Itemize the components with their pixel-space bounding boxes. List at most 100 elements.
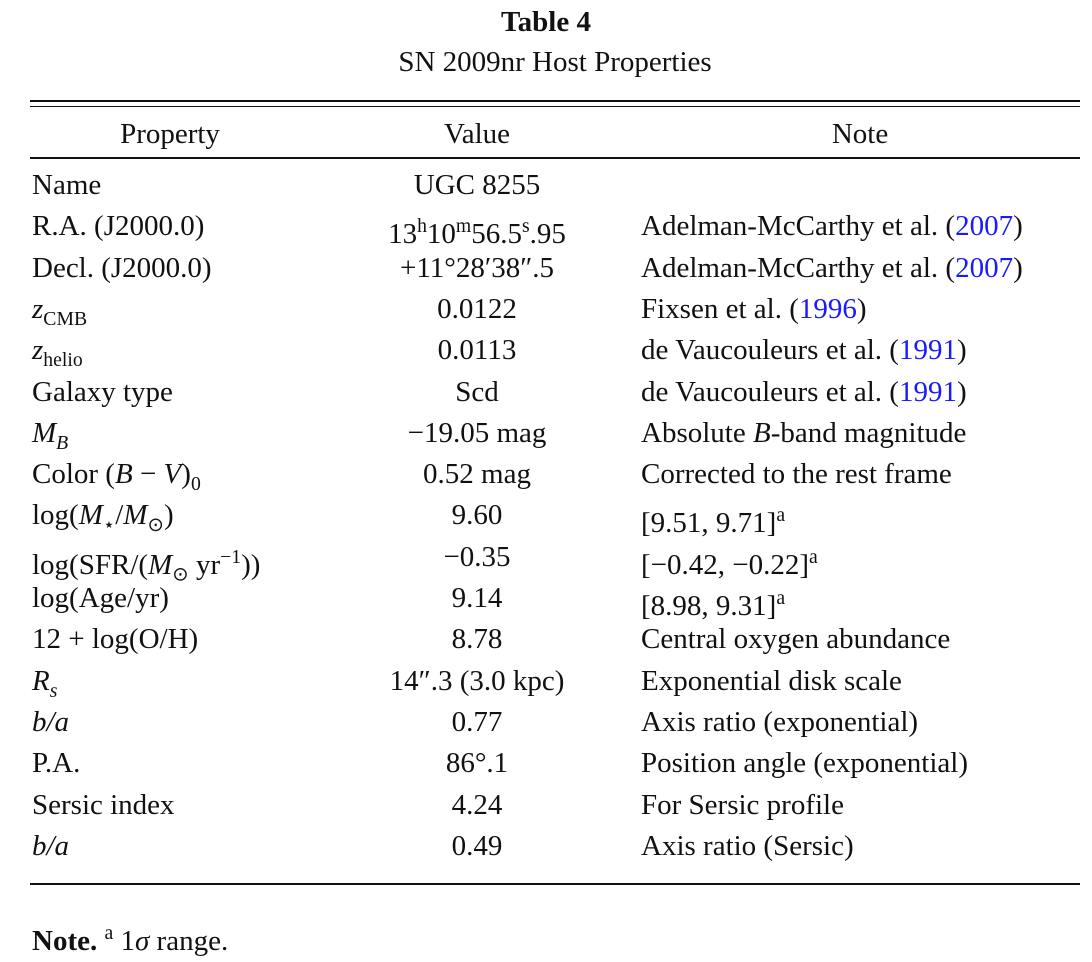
note-cell: Exponential disk scale [641, 664, 902, 697]
value-cell: Scd [455, 375, 499, 408]
table-title: Table 4 [501, 6, 591, 38]
column-header: Value [443, 118, 511, 150]
text-run: ) [181, 458, 191, 491]
text-run: s [522, 215, 530, 238]
text-run: Color ( [32, 458, 115, 491]
text-run: Absolute [641, 416, 753, 449]
text-run: / [115, 499, 124, 532]
note-cell: Adelman-McCarthy et al. (2007) [641, 208, 1023, 244]
text-run: log( [32, 499, 79, 532]
text-run: B [56, 431, 69, 454]
citation-link[interactable]: 1996 [798, 292, 857, 325]
property-cell: Sersic index [32, 788, 175, 821]
text-run: de Vaucouleurs et al. ( [641, 334, 899, 367]
value-cell: 86°.1 [445, 747, 509, 780]
text-run: -band magnitude [770, 416, 967, 449]
citation-link[interactable]: 1991 [898, 375, 957, 408]
property-cell: Color (B − V)0 [32, 456, 201, 502]
text-run: 1 [113, 924, 135, 957]
note-cell: Axis ratio (exponential) [641, 705, 919, 738]
note-cell: de Vaucouleurs et al. (1991) [641, 374, 967, 410]
property-cell: P.A. [32, 747, 81, 780]
note-cell: [8.98, 9.31]a [641, 580, 785, 624]
text-run: σ [134, 924, 150, 957]
note-cell: de Vaucouleurs et al. (1991) [641, 332, 967, 368]
note-cell: Fixsen et al. (1996) [641, 291, 867, 327]
text-run: ⋆ [102, 514, 116, 537]
text-run: helio [43, 349, 83, 372]
property-cell: Name [32, 169, 102, 201]
text-run: M [148, 548, 173, 581]
value-cell: 4.24 [451, 788, 503, 821]
property-cell: MB [32, 415, 68, 461]
note-cell: Adelman-McCarthy et al. (2007) [641, 250, 1023, 286]
property-cell: Decl. (J2000.0) [32, 251, 212, 284]
text-run: ) [163, 499, 174, 532]
table-subtitle: SN 2009nr Host Properties [398, 46, 712, 78]
text-run: de Vaucouleurs et al. ( [641, 375, 899, 408]
property-cell: b/a [32, 828, 69, 864]
value-cell: 0.49 [451, 829, 503, 862]
text-run: m [455, 215, 472, 238]
property-cell: b/a [32, 704, 69, 740]
text-run: range. [149, 924, 229, 957]
text-run: a [809, 545, 818, 568]
text-run: Note. [32, 924, 98, 957]
column-header: Property [120, 118, 220, 150]
text-run: yr [188, 548, 221, 581]
text-run: ) [1013, 210, 1023, 243]
value-cell: −0.35 [443, 540, 511, 573]
text-run: 10 [426, 218, 456, 251]
text-run: z [32, 292, 44, 325]
text-run: b/a [32, 829, 70, 862]
text-run: ) [856, 292, 867, 325]
citation-link[interactable]: 2007 [955, 251, 1014, 284]
text-run: 13 [388, 218, 418, 251]
value-cell: UGC 8255 [413, 169, 541, 201]
note-cell: For Sersic profile [641, 788, 844, 821]
value-cell: 0.52 mag [423, 458, 531, 491]
value-cell: −19.05 mag [407, 416, 547, 449]
text-run: b/a [32, 705, 70, 738]
text-run: h [417, 215, 427, 238]
text-run: Adelman-McCarthy et al. ( [641, 210, 956, 243]
value-cell: 13h10m56.5s.95 [327, 208, 627, 252]
text-run: z [32, 334, 44, 367]
text-run: a [776, 504, 786, 527]
note-cell: [9.51, 9.71]a [641, 497, 785, 541]
note-cell: Absolute B-band magnitude [641, 415, 966, 451]
rule [30, 100, 1080, 102]
text-run: [8.98, 9.31] [641, 589, 777, 622]
value-cell: 14″.3 (3.0 kpc) [389, 664, 565, 697]
text-run: )) [241, 548, 261, 581]
property-cell: log(SFR/(M⊙ yr−1)) [32, 539, 260, 593]
value-cell: +11°28′38″.5 [399, 251, 555, 284]
rule [30, 883, 1080, 885]
text-run: B [114, 458, 133, 491]
property-cell: zhelio [32, 332, 83, 378]
text-run: M [32, 416, 57, 449]
column-header: Note [831, 118, 889, 150]
text-run: M [123, 499, 148, 532]
text-run: R [32, 664, 50, 697]
citation-link[interactable]: 2007 [955, 210, 1014, 243]
note-cell: Position angle (exponential) [641, 747, 968, 780]
text-run: [9.51, 9.71] [641, 507, 777, 540]
property-cell: Galaxy type [32, 375, 173, 408]
text-run: Adelman-McCarthy et al. ( [641, 251, 956, 284]
text-run: .95 [529, 218, 566, 251]
text-run: ⊙ [172, 563, 189, 586]
note-cell: Axis ratio (Sersic) [641, 829, 854, 862]
text-run: [−0.42, −0.22] [641, 548, 810, 581]
property-cell: log(M⋆/M⊙) [32, 497, 174, 543]
value-cell: 0.0122 [437, 292, 517, 325]
citation-link[interactable]: 1991 [898, 334, 957, 367]
value-cell: 8.78 [451, 623, 503, 656]
value-cell: 0.0113 [437, 334, 517, 367]
property-cell: log(Age/yr) [32, 582, 169, 614]
property-cell: R.A. (J2000.0) [32, 210, 205, 243]
value-cell: 0.77 [451, 705, 503, 738]
text-run: 0 [190, 472, 201, 495]
text-run: log(SFR/( [32, 548, 149, 581]
